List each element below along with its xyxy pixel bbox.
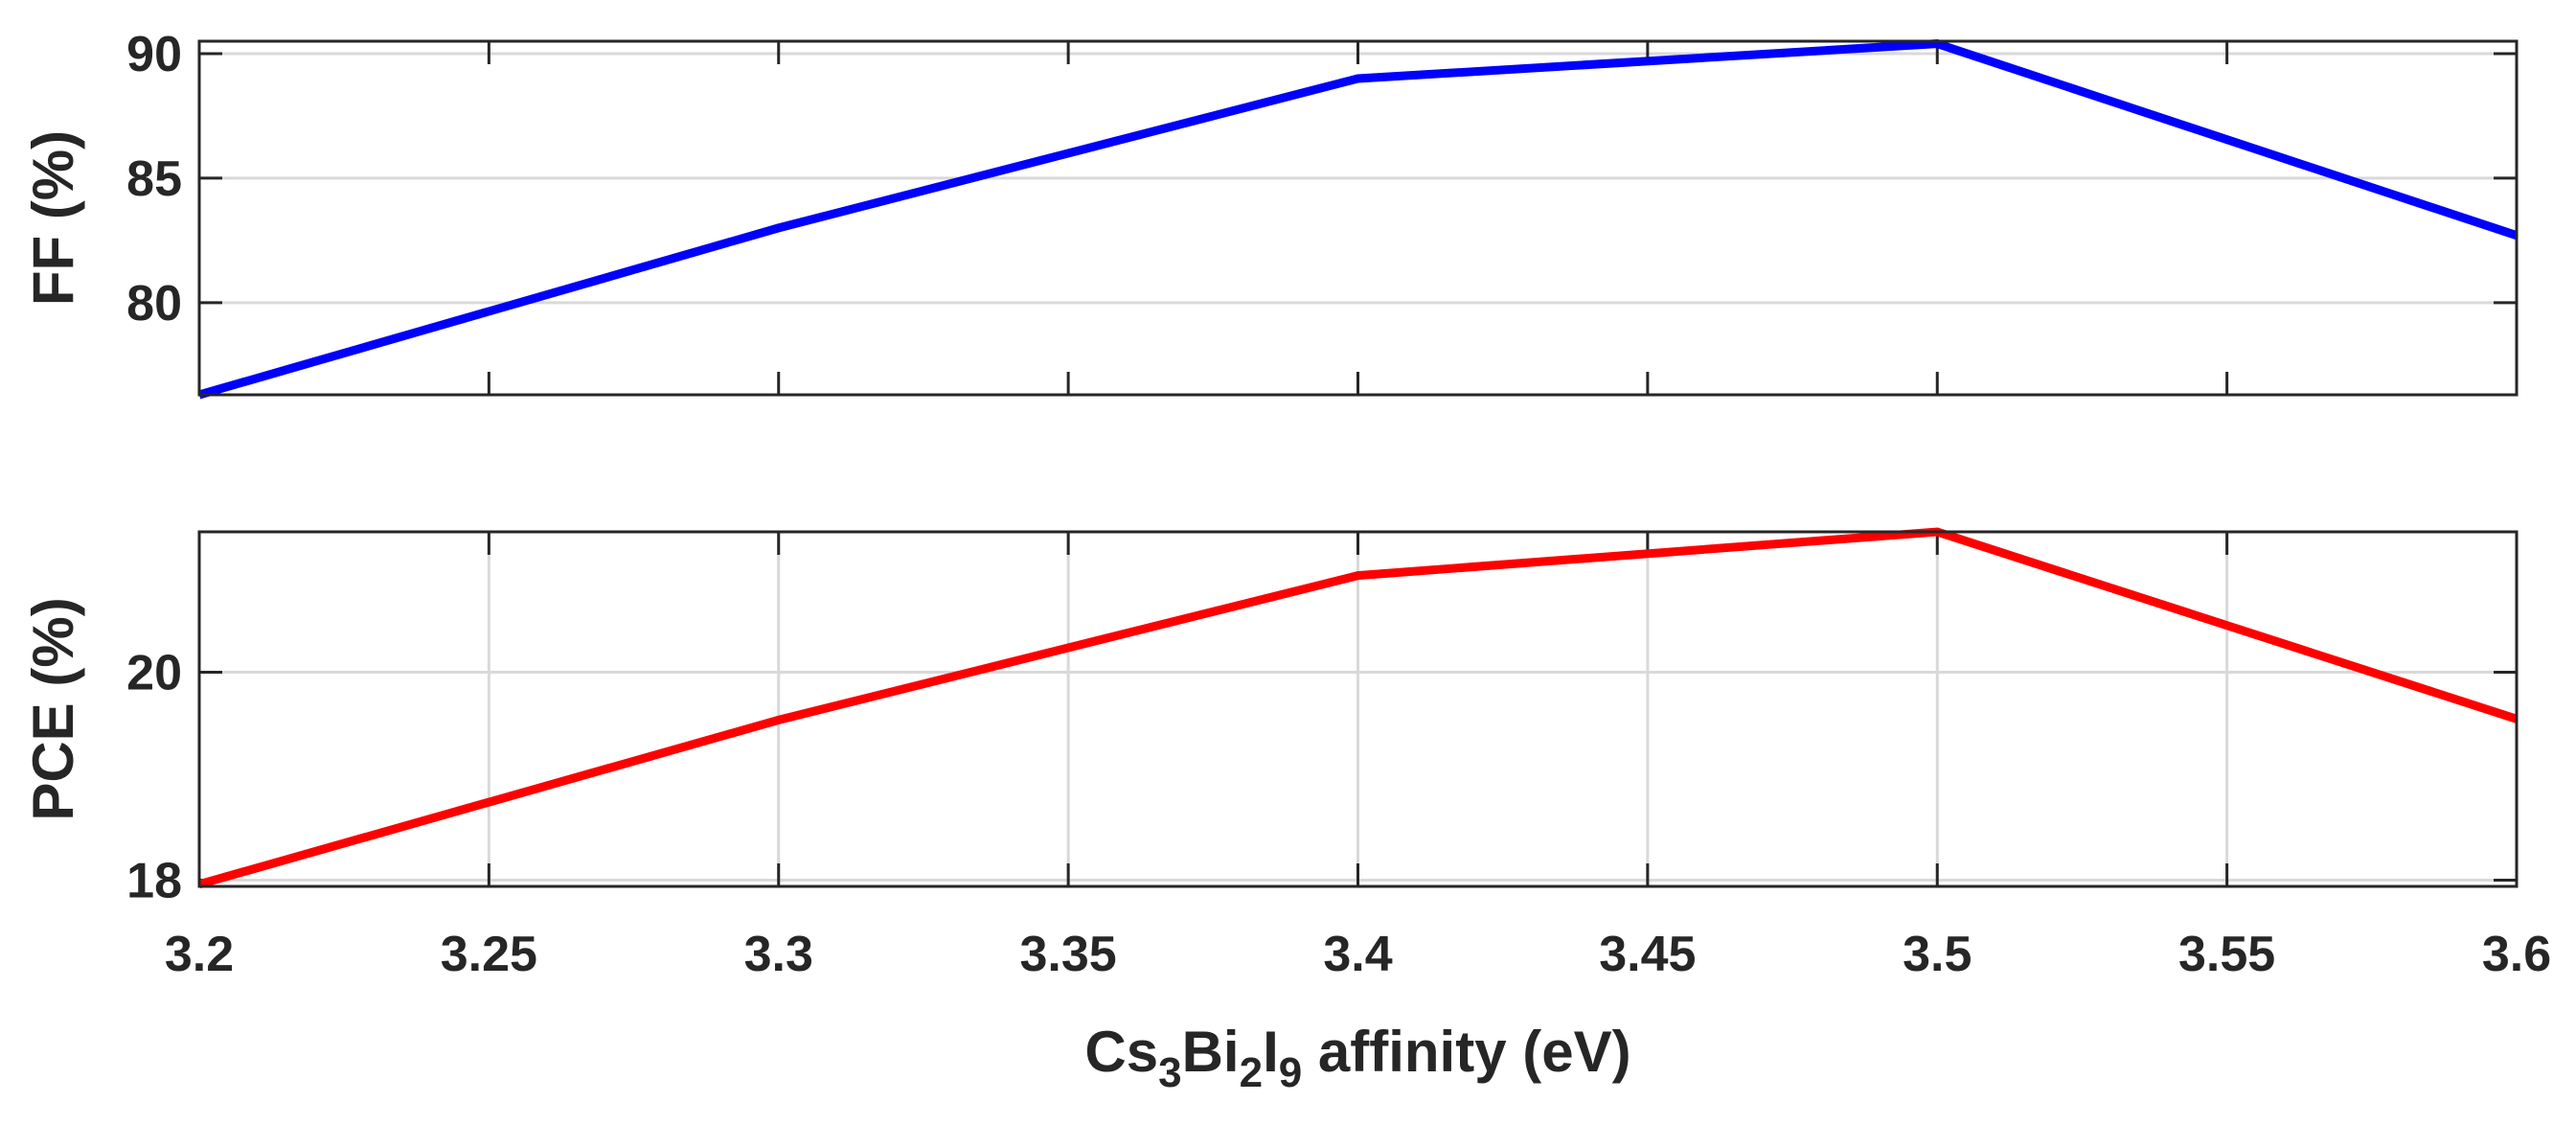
ff-axes-box xyxy=(197,39,2519,397)
x-axis-label-subscript: 9 xyxy=(1279,1049,1302,1096)
x-axis-label-part: Cs xyxy=(1084,1020,1158,1084)
ff-ytick-label: 85 xyxy=(126,151,182,207)
ff-y-axis-label: FF (%) xyxy=(21,130,85,306)
x-axis-label-part: I xyxy=(1263,1020,1279,1084)
x-tick-label: 3.55 xyxy=(2178,927,2275,982)
ff-y-tick-labels: 80 85 90 xyxy=(126,27,182,332)
ff-gridlines xyxy=(199,52,2517,305)
x-tick-label: 3.5 xyxy=(1903,927,1972,982)
pce-x-tick-labels: 3.2 3.25 3.3 3.35 3.4 3.45 3.5 3.55 3.6 xyxy=(165,927,2551,982)
ff-series-line xyxy=(197,39,2519,400)
ff-series-group xyxy=(197,39,2519,400)
x-axis-label-subscript: 3 xyxy=(1158,1049,1181,1096)
ff-ytick-label: 90 xyxy=(126,27,182,82)
x-tick-label: 3.3 xyxy=(744,927,813,982)
x-axis-label-part: Bi xyxy=(1182,1020,1240,1084)
x-axis-label-subscript: 2 xyxy=(1240,1049,1263,1096)
pce-axes-box xyxy=(197,530,2519,888)
x-tick-label: 3.35 xyxy=(1020,927,1117,982)
x-tick-label: 3.6 xyxy=(2482,927,2551,982)
ff-tick-marks xyxy=(197,41,2519,395)
pce-series-line xyxy=(197,527,2519,889)
x-tick-label: 3.45 xyxy=(1599,927,1696,982)
x-axis-label-part: affinity (eV) xyxy=(1302,1020,1630,1084)
pce-y-axis-label: PCE (%) xyxy=(21,597,85,820)
x-tick-label: 3.2 xyxy=(165,927,234,982)
x-tick-label: 3.25 xyxy=(441,927,537,982)
ff-ytick-label: 80 xyxy=(126,276,182,332)
pce-ytick-label: 20 xyxy=(126,645,182,700)
ff-panel: 80 85 90 FF (%) xyxy=(21,27,2519,400)
pce-series-group xyxy=(197,527,2519,889)
pce-gridlines xyxy=(199,532,2517,886)
pce-ytick-label: 18 xyxy=(126,853,182,908)
x-tick-label: 3.4 xyxy=(1323,927,1392,982)
x-axis-label: Cs3Bi2I9 affinity (eV) xyxy=(1084,1020,1630,1096)
